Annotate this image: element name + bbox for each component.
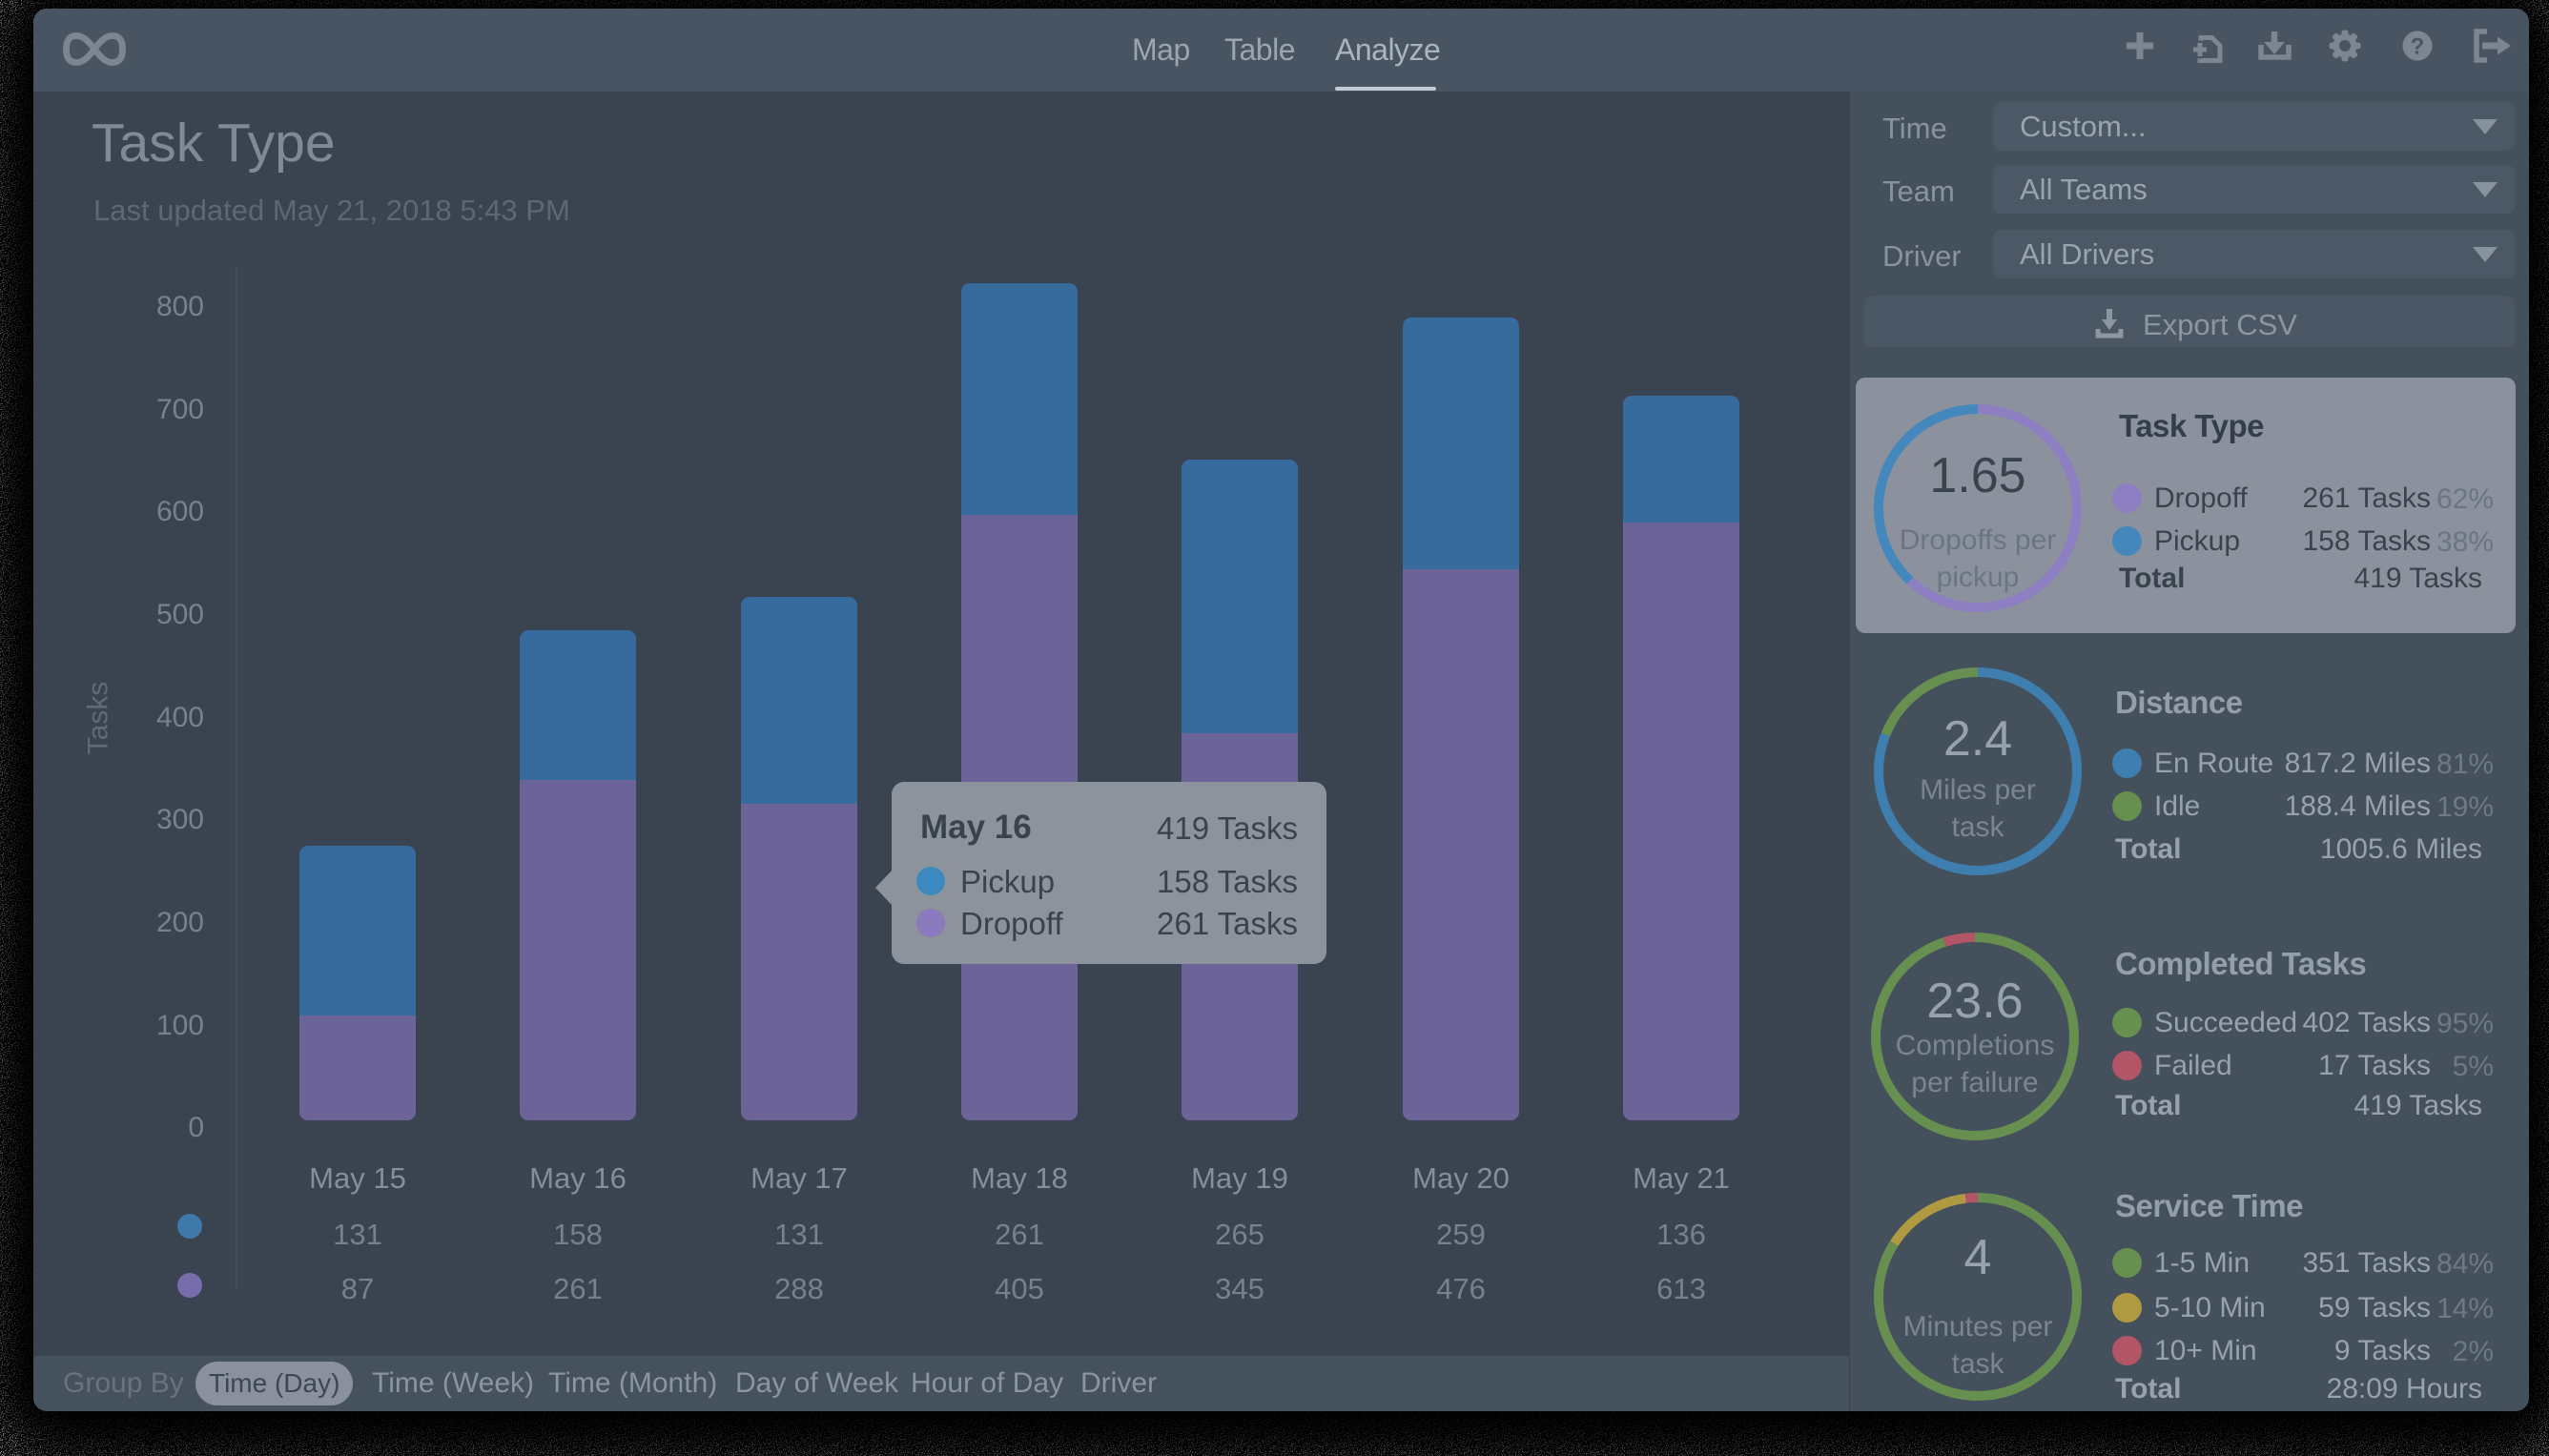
svg-text:?: ? [2411, 34, 2425, 60]
